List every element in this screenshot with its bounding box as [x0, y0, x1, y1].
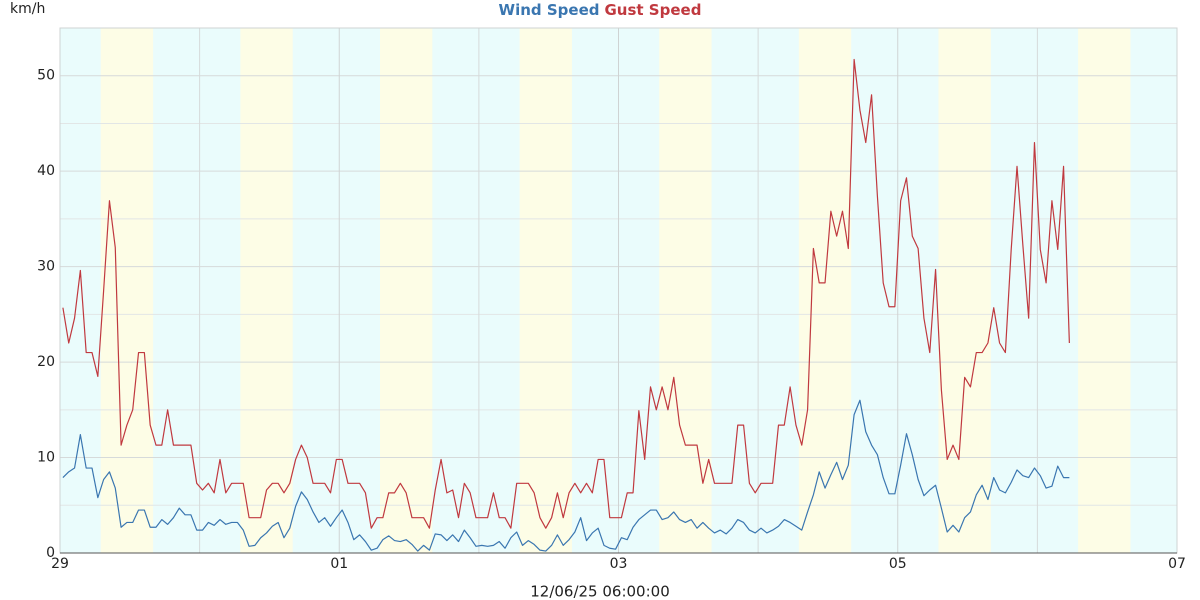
- series-line: [62, 58, 1070, 529]
- x-tick-label: 05: [889, 556, 907, 572]
- night-band: [1078, 28, 1131, 553]
- night-band: [100, 28, 154, 553]
- y-tick-label: 30: [37, 259, 55, 275]
- series-line: [62, 399, 1070, 552]
- y-tick-label: 10: [37, 450, 55, 466]
- x-tick-label: 01: [330, 556, 348, 572]
- y-tick-label: 50: [37, 68, 55, 84]
- unit-label: km/h: [10, 1, 45, 17]
- x-tick-label: 07: [1168, 556, 1186, 572]
- y-tick-label: 20: [37, 354, 55, 370]
- legend-entry: Gust Speed: [605, 1, 702, 19]
- x-tick-label: 29: [51, 556, 69, 572]
- night-band: [938, 28, 991, 553]
- y-tick-label: 40: [37, 163, 55, 179]
- y-tick-label: 0: [46, 545, 55, 561]
- legend-entry: Wind Speed: [499, 1, 600, 19]
- night-band: [798, 28, 852, 553]
- night-band: [659, 28, 712, 553]
- legend: Wind Speed Gust Speed: [499, 1, 702, 19]
- footer: 12/06/25 06:00:00: [530, 583, 670, 600]
- x-tick-label: 03: [610, 556, 628, 572]
- night-band: [240, 28, 293, 553]
- night-band: [519, 28, 572, 553]
- night-band: [379, 28, 433, 553]
- plot-area: [59, 27, 1178, 554]
